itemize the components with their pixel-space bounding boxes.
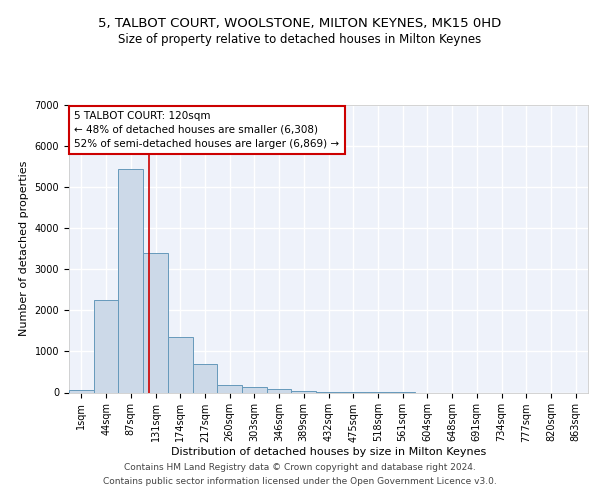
Bar xyxy=(267,390,292,392)
Bar xyxy=(143,253,168,392)
Bar xyxy=(292,391,316,392)
Bar xyxy=(242,387,267,392)
Text: 5, TALBOT COURT, WOOLSTONE, MILTON KEYNES, MK15 0HD: 5, TALBOT COURT, WOOLSTONE, MILTON KEYNE… xyxy=(98,18,502,30)
Bar xyxy=(217,386,242,392)
Bar xyxy=(94,300,118,392)
Bar xyxy=(193,364,217,392)
Bar xyxy=(168,337,193,392)
Text: Contains HM Land Registry data © Crown copyright and database right 2024.: Contains HM Land Registry data © Crown c… xyxy=(124,462,476,471)
Text: Size of property relative to detached houses in Milton Keynes: Size of property relative to detached ho… xyxy=(118,32,482,46)
Bar xyxy=(118,168,143,392)
Bar xyxy=(69,390,94,392)
Y-axis label: Number of detached properties: Number of detached properties xyxy=(19,161,29,336)
Text: Contains public sector information licensed under the Open Government Licence v3: Contains public sector information licen… xyxy=(103,478,497,486)
Text: 5 TALBOT COURT: 120sqm
← 48% of detached houses are smaller (6,308)
52% of semi-: 5 TALBOT COURT: 120sqm ← 48% of detached… xyxy=(74,111,340,149)
X-axis label: Distribution of detached houses by size in Milton Keynes: Distribution of detached houses by size … xyxy=(171,448,486,458)
